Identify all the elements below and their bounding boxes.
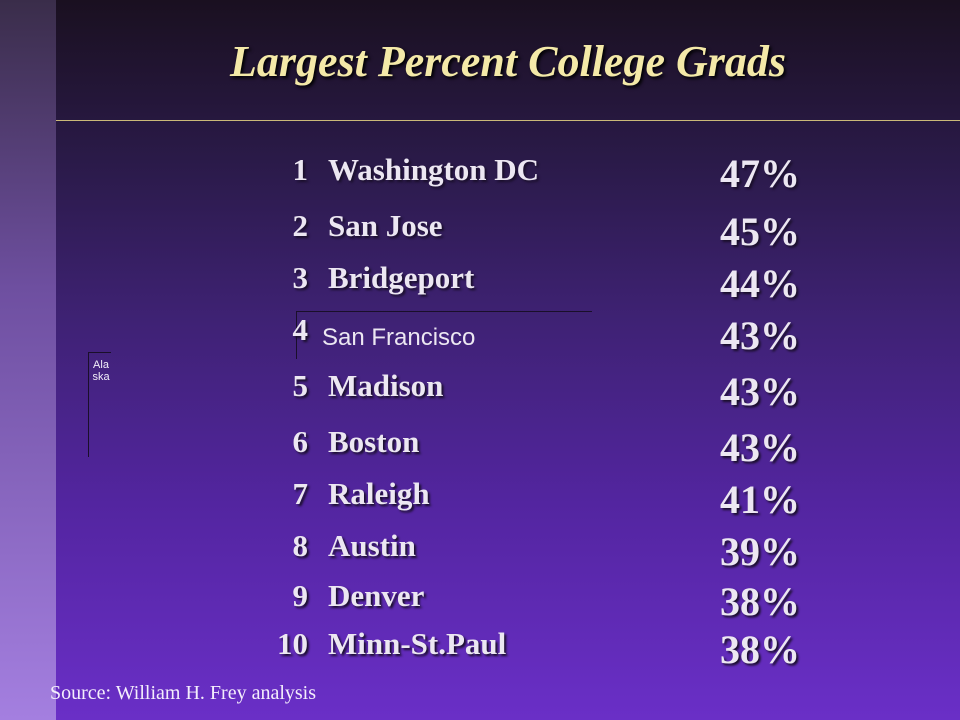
list-item: 8 Austin 39% bbox=[0, 528, 960, 574]
list-item: 4 San Francisco 43% bbox=[0, 312, 960, 358]
title-divider bbox=[56, 120, 960, 121]
percent-value: 38% bbox=[720, 579, 800, 624]
city-name: San Francisco bbox=[322, 324, 476, 351]
city-name: Boston bbox=[328, 424, 420, 459]
percent-value: 44% bbox=[720, 261, 800, 306]
list-item: 7 Raleigh 41% bbox=[0, 476, 960, 522]
city-name: Austin bbox=[328, 528, 416, 563]
percent-value: 45% bbox=[720, 209, 800, 254]
list-item: 6 Boston 43% bbox=[0, 424, 960, 470]
city-name: Denver bbox=[328, 578, 425, 613]
percent-value: 43% bbox=[720, 313, 800, 358]
rank-number: 9 bbox=[292, 578, 309, 613]
rank-number: 7 bbox=[292, 476, 309, 511]
list-item: 9 Denver 38% bbox=[0, 578, 960, 624]
rank-number: 2 bbox=[292, 208, 309, 243]
list-item: 5 Madison 43% bbox=[0, 368, 960, 414]
list-item: 2 San Jose 45% bbox=[0, 208, 960, 254]
percent-value: 41% bbox=[720, 477, 800, 522]
city-name: Raleigh bbox=[328, 476, 430, 511]
city-name: Minn-St.Paul bbox=[328, 626, 507, 661]
city-name: San Jose bbox=[328, 208, 443, 243]
list-item: 1 Washington DC 47% bbox=[0, 151, 960, 196]
rank-number: 3 bbox=[292, 260, 309, 295]
left-accent-bar bbox=[0, 0, 56, 720]
percent-value: 39% bbox=[720, 529, 800, 574]
rank-number: 4 bbox=[292, 312, 309, 347]
callout-line bbox=[296, 311, 297, 359]
alaska-label: Alaska bbox=[92, 359, 110, 383]
rank-number: 5 bbox=[292, 368, 309, 403]
alaska-callout: Alaska bbox=[88, 352, 111, 457]
slide-title: Largest Percent College Grads bbox=[229, 37, 787, 86]
percent-value: 43% bbox=[720, 425, 800, 470]
percent-value: 38% bbox=[720, 627, 800, 672]
percent-value: 43% bbox=[720, 369, 800, 414]
city-name: Bridgeport bbox=[328, 260, 475, 295]
percent-value: 47% bbox=[720, 151, 800, 196]
list-item: 10 Minn-St.Paul 38% bbox=[0, 626, 960, 672]
rank-number: 6 bbox=[292, 424, 309, 459]
callout-line bbox=[296, 311, 592, 312]
rank-number: 10 bbox=[277, 626, 308, 661]
city-name: Madison bbox=[328, 368, 444, 403]
city-name: Washington DC bbox=[328, 152, 540, 187]
list-item: 3 Bridgeport 44% bbox=[0, 260, 960, 306]
rank-number: 8 bbox=[292, 528, 309, 563]
rank-number: 1 bbox=[292, 152, 309, 187]
source-note: Source: William H. Frey analysis bbox=[50, 682, 317, 704]
